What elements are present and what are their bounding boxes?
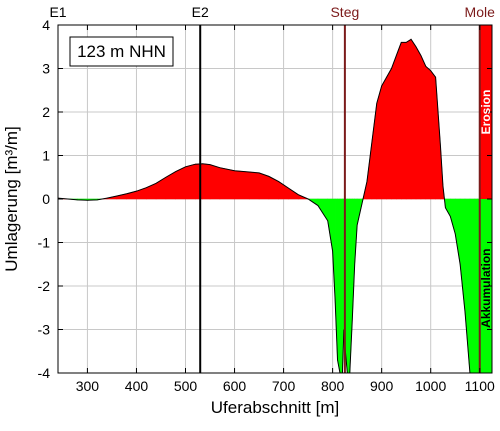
erosion-area — [195, 163, 203, 200]
y-tick-label: 4 — [42, 17, 50, 33]
area-fill — [58, 38, 481, 373]
elevation-annotation: 123 m NHN — [69, 36, 174, 67]
erosion-area — [410, 38, 417, 200]
erosion-area — [185, 163, 196, 200]
erosion-area — [371, 103, 378, 200]
erosion-area — [420, 55, 427, 200]
erosion-area — [376, 85, 382, 200]
accumulation-area — [459, 198, 466, 313]
erosion-area — [415, 45, 422, 200]
marker-label: E2 — [192, 4, 209, 20]
axis-ticks: 300 400 500 600 700 800 900 1000 1100 4 3 2 1 0 -1 -2 -3… — [38, 17, 495, 394]
accumulation-area — [339, 198, 343, 373]
marker-label: Steg — [330, 4, 359, 20]
x-tick-label: 300 — [76, 378, 100, 394]
accumulation-area — [454, 198, 461, 265]
x-tick-label: 700 — [272, 378, 296, 394]
erosion-area — [209, 164, 221, 200]
accumulation-label: Akkumulation — [479, 249, 493, 328]
erosion-area — [165, 171, 176, 200]
erosion-area — [400, 42, 407, 200]
accumulation-area — [474, 198, 478, 373]
y-tick-label: -1 — [38, 235, 51, 251]
erosion-area — [430, 69, 436, 200]
erosion-area — [268, 175, 279, 200]
y-axis-title: Umlagerung [m³/m] — [2, 126, 21, 271]
y-tick-label: 1 — [42, 148, 50, 164]
erosion-area — [248, 171, 260, 200]
erosion-area — [258, 172, 270, 200]
marker-label: E1 — [49, 4, 66, 20]
accumulation-area — [347, 198, 351, 373]
x-tick-label: 900 — [370, 378, 394, 394]
x-tick-label: 600 — [223, 378, 247, 394]
accumulation-area — [469, 198, 476, 373]
marker-label: Mole — [465, 4, 496, 20]
erosion-area — [391, 55, 397, 200]
erosion-area — [202, 163, 211, 200]
accumulation-area — [450, 198, 456, 234]
x-tick-label: 800 — [321, 378, 345, 394]
x-axis-title: Uferabschnitt [m] — [211, 398, 340, 417]
erosion-area — [234, 170, 250, 200]
y-tick-label: 3 — [42, 61, 50, 77]
x-tick-label: 1000 — [415, 378, 446, 394]
section-markers: E1 E2 Steg Mole — [49, 4, 495, 373]
accumulation-area — [464, 198, 471, 373]
x-tick-label: 400 — [125, 378, 149, 394]
erosion-area — [386, 67, 392, 200]
erosion-area — [425, 65, 432, 200]
y-tick-label: -2 — [38, 278, 51, 294]
x-tick-label: 500 — [174, 378, 198, 394]
annotation-box — [69, 36, 174, 67]
erosion-area — [219, 167, 235, 200]
erosion-area — [405, 38, 412, 200]
accumulation-area — [337, 198, 341, 373]
y-tick-label: 2 — [42, 104, 50, 120]
erosion-label: Erosion — [479, 90, 493, 135]
accumulation-area — [317, 198, 329, 222]
y-tick-label: -3 — [38, 322, 51, 338]
annotation-text: 123 m NHN — [77, 42, 166, 61]
erosion-area — [396, 42, 402, 200]
y-tick-label: 0 — [42, 191, 50, 207]
erosion-area — [381, 76, 387, 200]
y-tick-label: -4 — [38, 365, 51, 381]
erosion-area — [175, 166, 186, 200]
x-tick-label: 1100 — [465, 378, 495, 394]
accumulation-area — [445, 198, 451, 218]
